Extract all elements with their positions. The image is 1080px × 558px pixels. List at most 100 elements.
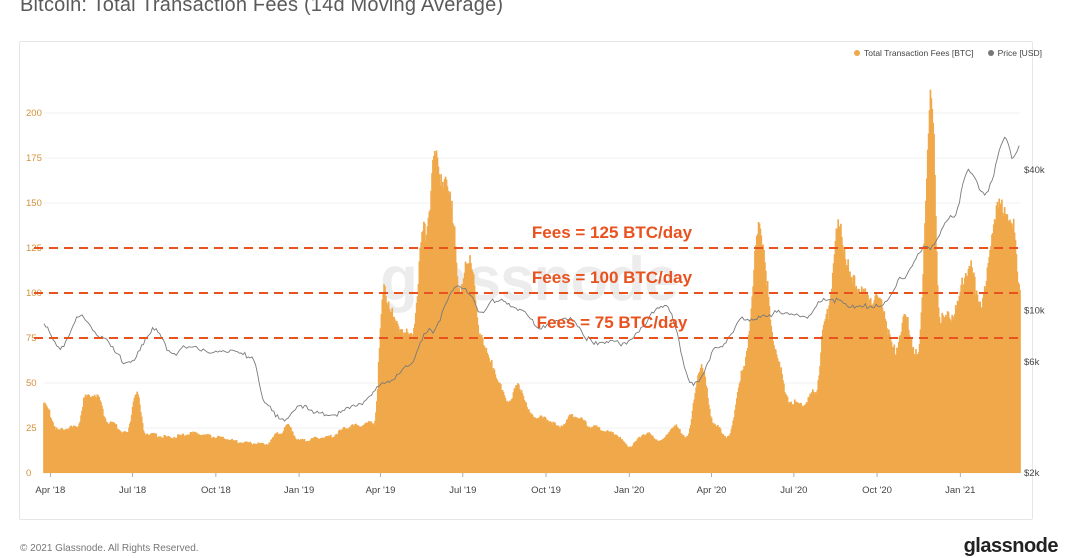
fee-bar <box>158 437 161 473</box>
fee-bar <box>688 433 690 473</box>
fee-bar <box>508 400 511 473</box>
fee-bar <box>620 438 622 473</box>
fee-bar <box>698 373 700 473</box>
fee-bar <box>819 365 821 473</box>
fee-bar <box>622 440 624 473</box>
fee-bar <box>339 430 342 473</box>
fee-bar <box>933 133 935 473</box>
fee-bar <box>776 358 779 473</box>
y-tick-label-right: $2k <box>1024 468 1040 479</box>
fee-bar <box>177 434 179 473</box>
fee-bar <box>156 437 158 473</box>
fee-bar <box>879 298 882 473</box>
fee-bar <box>624 443 627 473</box>
fee-bar <box>551 425 554 473</box>
fee-bar <box>834 240 837 473</box>
fee-bar <box>897 348 899 473</box>
fee-bar <box>849 271 851 473</box>
fee-bar <box>722 434 725 473</box>
fee-bar <box>154 433 157 473</box>
fee-bar <box>170 437 173 473</box>
fee-bar <box>462 278 465 473</box>
fee-bar <box>518 389 521 473</box>
fee-bar <box>461 284 464 473</box>
fee-bar <box>649 433 651 473</box>
fee-bar <box>724 435 726 473</box>
fee-bar <box>500 390 503 473</box>
fee-bar <box>793 399 796 473</box>
fee-bar <box>188 434 191 473</box>
legend-item-fees[interactable]: Total Transaction Fees [BTC] <box>853 48 974 58</box>
fee-bar <box>932 122 935 474</box>
fee-bar <box>123 431 126 473</box>
fee-bar <box>319 438 322 473</box>
fee-bar <box>88 395 91 473</box>
fee-bar <box>1004 213 1007 473</box>
fee-bar <box>805 402 808 473</box>
fee-bar <box>533 417 536 473</box>
fee-bar <box>57 429 60 473</box>
fee-bar <box>750 308 753 473</box>
fee-bar <box>233 440 235 473</box>
fee-bar <box>524 401 527 473</box>
fee-bar <box>467 263 470 473</box>
fee-bar <box>934 174 936 473</box>
fee-bar <box>101 408 104 473</box>
fee-bar <box>385 302 388 473</box>
fee-bar <box>739 380 742 473</box>
fee-bar <box>965 275 968 473</box>
fee-bar <box>494 374 497 473</box>
fee-bar <box>738 383 741 473</box>
fee-bar <box>757 222 760 473</box>
fee-bar <box>676 426 679 473</box>
fee-bar <box>812 389 814 473</box>
legend-item-price[interactable]: Price [USD] <box>987 48 1042 58</box>
fee-bar <box>590 427 593 473</box>
fee-bar <box>397 326 400 473</box>
fee-bar <box>310 438 313 473</box>
fee-bar <box>180 435 183 473</box>
copyright-text: © 2021 Glassnode. All Rights Reserved. <box>20 543 199 554</box>
fee-bar <box>598 427 601 473</box>
fee-bar <box>463 272 466 473</box>
fee-bar <box>579 417 582 473</box>
fee-bar <box>266 444 269 473</box>
y-tick-label-left: 150 <box>26 198 42 209</box>
fee-bar <box>894 355 897 473</box>
fee-bar <box>273 434 276 473</box>
fee-bar <box>823 321 826 473</box>
fee-bar <box>539 415 542 473</box>
fee-bar <box>761 245 764 473</box>
fee-bar <box>549 421 552 473</box>
fee-bar <box>155 433 158 473</box>
fee-bar <box>831 272 834 473</box>
fee-bar <box>69 426 72 473</box>
fee-bar <box>45 406 48 473</box>
fee-bar <box>567 416 570 473</box>
y-tick-label-left: 0 <box>26 468 31 479</box>
fee-bar <box>440 174 442 473</box>
fee-bar <box>961 277 963 473</box>
fee-bar <box>957 302 960 473</box>
fee-bar <box>644 434 647 473</box>
fee-bar <box>861 292 864 473</box>
fee-bar <box>162 437 165 473</box>
fee-bar <box>846 265 849 473</box>
fee-bar <box>344 428 347 473</box>
fee-bar <box>875 292 878 473</box>
fee-bar <box>703 372 706 473</box>
fee-bar <box>664 436 667 473</box>
fee-bar <box>487 354 489 473</box>
fee-bar <box>46 407 49 473</box>
fee-bar <box>542 418 545 473</box>
fee-bar <box>419 247 422 473</box>
fee-bar <box>765 285 768 473</box>
fee-bar <box>679 429 681 473</box>
fee-bar <box>723 436 726 473</box>
fee-bar <box>224 439 227 473</box>
fee-bar <box>951 314 954 473</box>
fee-bar <box>991 234 993 473</box>
fee-bar <box>842 251 845 473</box>
fee-bar <box>375 412 377 473</box>
fee-bar <box>160 437 163 473</box>
